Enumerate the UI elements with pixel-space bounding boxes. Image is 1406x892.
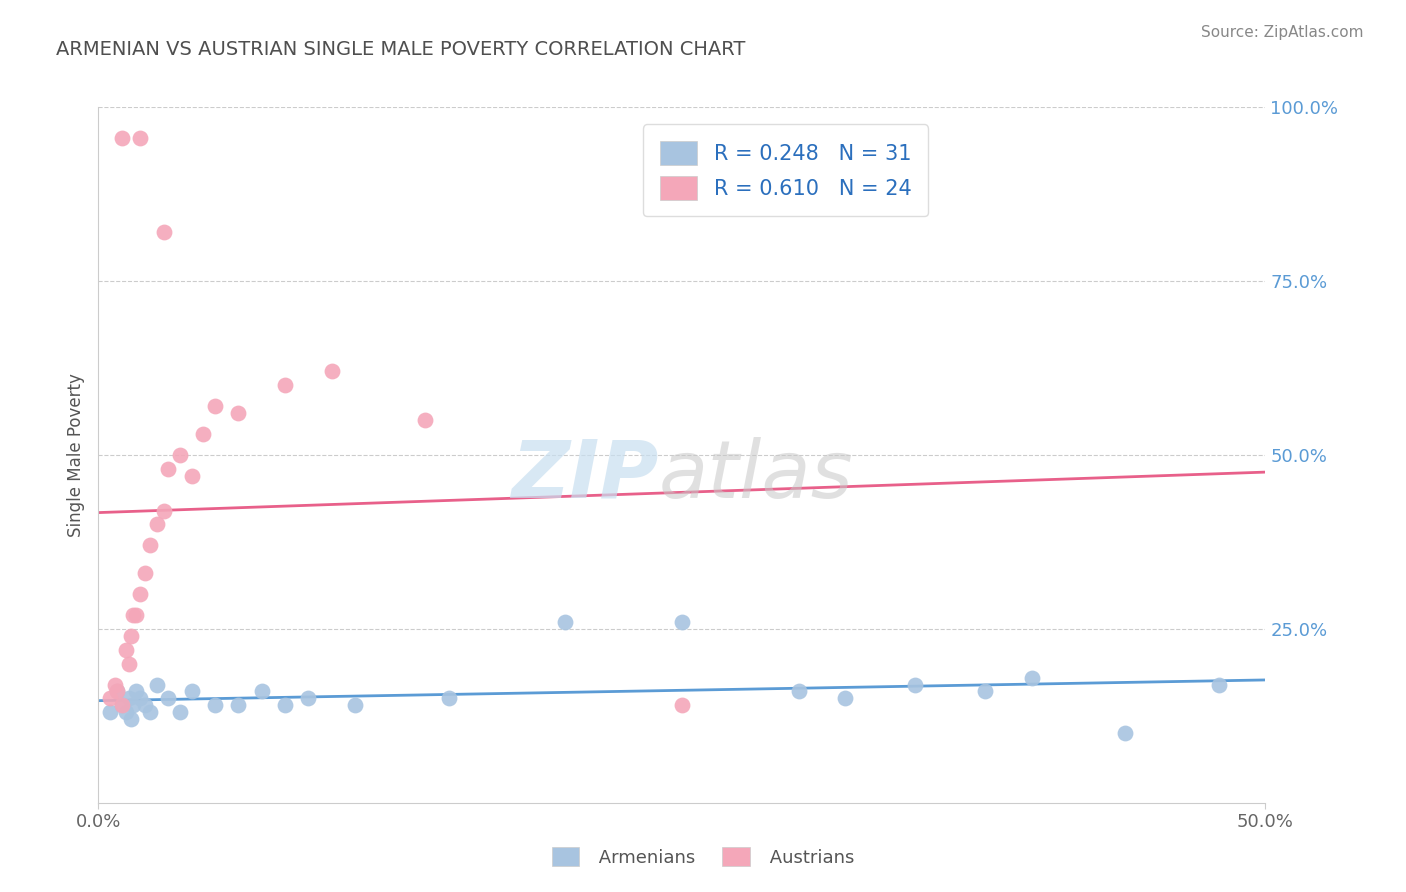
Point [115, 706, 138, 720]
Point [787, 684, 810, 698]
Point [157, 462, 180, 476]
Point [105, 684, 128, 698]
Point [180, 684, 202, 698]
Point [122, 607, 145, 622]
Point [129, 131, 152, 145]
Point [134, 566, 156, 581]
Point [180, 468, 202, 483]
Point [118, 657, 141, 671]
Point [146, 677, 169, 691]
Legend:  Armenians,  Austrians: Armenians, Austrians [544, 840, 862, 874]
Point [120, 629, 142, 643]
Point [125, 684, 148, 698]
Point [904, 677, 927, 691]
Point [1114, 726, 1136, 740]
Point [139, 706, 162, 720]
Point [120, 712, 142, 726]
Point [834, 691, 856, 706]
Text: ARMENIAN VS AUSTRIAN SINGLE MALE POVERTY CORRELATION CHART: ARMENIAN VS AUSTRIAN SINGLE MALE POVERTY… [56, 40, 745, 59]
Point [118, 691, 141, 706]
Point [1021, 671, 1043, 685]
Point [104, 677, 127, 691]
Point [134, 698, 156, 713]
Point [274, 698, 297, 713]
Point [250, 684, 273, 698]
Point [139, 538, 162, 552]
Point [129, 587, 152, 601]
Point [554, 615, 576, 629]
Point [98, 691, 121, 706]
Point [204, 698, 226, 713]
Point [111, 131, 134, 145]
Point [169, 448, 191, 462]
Point [146, 517, 169, 532]
Text: atlas: atlas [658, 437, 853, 515]
Point [671, 698, 693, 713]
Point [105, 684, 128, 698]
Point [152, 225, 174, 239]
Point [974, 684, 997, 698]
Point [129, 691, 152, 706]
Point [157, 691, 180, 706]
Point [274, 378, 297, 392]
Text: Source: ZipAtlas.com: Source: ZipAtlas.com [1201, 25, 1364, 40]
Point [98, 706, 121, 720]
Point [413, 413, 436, 427]
Point [115, 642, 138, 657]
Point [111, 698, 134, 713]
Point [437, 691, 460, 706]
Point [671, 615, 693, 629]
Point [152, 503, 174, 517]
Y-axis label: Single Male Poverty: Single Male Poverty [66, 373, 84, 537]
Legend: R = 0.248   N = 31, R = 0.610   N = 24: R = 0.248 N = 31, R = 0.610 N = 24 [643, 124, 928, 216]
Point [321, 364, 343, 378]
Text: ZIP: ZIP [512, 437, 658, 515]
Point [122, 698, 145, 713]
Point [297, 691, 319, 706]
Point [111, 698, 134, 713]
Point [204, 399, 226, 413]
Point [228, 406, 250, 420]
Point [193, 427, 215, 442]
Point [344, 698, 367, 713]
Point [1208, 677, 1230, 691]
Point [125, 607, 148, 622]
Point [228, 698, 250, 713]
Point [169, 706, 191, 720]
